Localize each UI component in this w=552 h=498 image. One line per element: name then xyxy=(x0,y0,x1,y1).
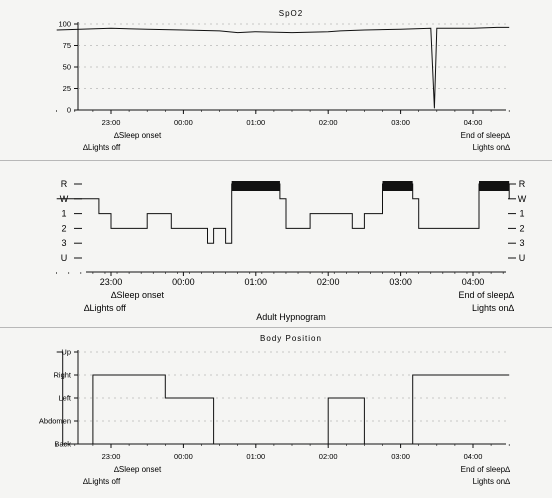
body-end-of-sleep-label: End of sleep xyxy=(461,465,506,474)
end-of-sleep-marker: ∆ xyxy=(505,131,510,140)
hypnogram-x-tick-label: 02:00 xyxy=(317,277,340,287)
hypnogram-right-stage-label: 2 xyxy=(519,223,524,233)
body-x-tick-label: 01:00 xyxy=(246,452,265,461)
hypno-end-of-sleep-marker: ∆ xyxy=(508,290,514,300)
body-x-tick-label: 03:00 xyxy=(391,452,410,461)
body-x-tick-label: 23:00 xyxy=(102,452,121,461)
body-lights-off-label: Lights off xyxy=(88,477,121,486)
hypno-sleep-onset-label: Sleep onset xyxy=(117,290,165,300)
hypnogram-right-stage-label: U xyxy=(519,253,526,263)
hypnogram-chart: R RW W1 12 23 3U U 23:00 00:00 01:00 02:00 03:00 04… xyxy=(56,179,527,322)
lights-on-marker: ∆ xyxy=(505,143,510,152)
lights-on-label: Lights on xyxy=(473,143,505,152)
sleep-onset-label: Sleep onset xyxy=(119,131,162,140)
body-x-tick-label: 04:00 xyxy=(464,452,483,461)
hypnogram-x-tick-label: 01:00 xyxy=(245,277,268,287)
hypnogram-left-stage-label: U xyxy=(61,253,68,263)
svg-text:End of sleep∆: End of sleep∆ xyxy=(461,131,510,140)
body-position-y-label: Abdomen xyxy=(39,417,71,426)
hypno-lights-on-label: Lights on xyxy=(472,303,509,313)
spo2-x-tick-label: 02:00 xyxy=(319,118,338,127)
body-position-panel: Body Position Up Right Left Abdomen Back 23:… xyxy=(0,328,552,498)
spo2-y-tick-label: 0 xyxy=(67,106,71,115)
svg-text:∆Lights off: ∆Lights off xyxy=(83,143,121,152)
hypno-sleep-onset-marker: ∆ xyxy=(111,290,117,300)
body-position-y-label: Left xyxy=(58,394,71,403)
hypno-lights-off-label: Lights off xyxy=(90,303,127,313)
svg-text:∆Sleep onset: ∆Sleep onset xyxy=(111,290,165,300)
body-x-tick-label: 02:00 xyxy=(319,452,338,461)
body-lights-off-marker: ∆ xyxy=(83,477,88,486)
sleep-onset-marker: ∆ xyxy=(114,131,119,140)
body-end-of-sleep-marker: ∆ xyxy=(505,465,510,474)
hypnogram-left-stage-label: 2 xyxy=(61,223,66,233)
hypnogram-x-tick-label: 00:00 xyxy=(172,277,195,287)
svg-text:∆Sleep onset: ∆Sleep onset xyxy=(114,465,162,474)
rem-period-bar xyxy=(479,181,510,191)
body-lights-on-marker: ∆ xyxy=(505,477,510,486)
hypnogram-right-stage-label: W xyxy=(518,194,527,204)
hypnogram-title: Adult Hypnogram xyxy=(256,312,326,322)
spo2-y-tick-label: 25 xyxy=(63,84,71,93)
svg-text:End of sleep∆: End of sleep∆ xyxy=(461,465,510,474)
svg-text:Lights on∆: Lights on∆ xyxy=(473,477,510,486)
spo2-x-tick-label: 00:00 xyxy=(174,118,193,127)
hypnogram-right-stage-label: R xyxy=(519,179,526,189)
lights-off-label: Lights off xyxy=(88,143,121,152)
hypnogram-left-stage-label: 1 xyxy=(61,209,66,219)
rem-period-bar xyxy=(231,181,280,191)
hypnogram-x-tick-label: 03:00 xyxy=(389,277,412,287)
body-sleep-onset-label: Sleep onset xyxy=(119,465,162,474)
spo2-y-tick-label: 75 xyxy=(63,41,71,50)
svg-text:∆Lights off: ∆Lights off xyxy=(84,303,126,313)
body-position-series-line xyxy=(56,351,510,445)
body-x-tick-label: 00:00 xyxy=(174,452,193,461)
hypnogram-x-tick-label: 04:00 xyxy=(462,277,485,287)
spo2-panel: SpO2 0 25 50 75 100 23:00 00:00 01:00 02:00 03:0… xyxy=(0,0,552,161)
svg-text:End of sleep∆: End of sleep∆ xyxy=(458,290,514,300)
body-sleep-onset-marker: ∆ xyxy=(114,465,119,474)
hypno-end-of-sleep-label: End of sleep xyxy=(458,290,508,300)
body-position-y-label: Up xyxy=(61,348,71,357)
hypnogram-series-line xyxy=(56,183,510,244)
rem-period-bar xyxy=(382,181,413,191)
svg-text:∆Sleep onset: ∆Sleep onset xyxy=(114,131,162,140)
spo2-y-tick-label: 50 xyxy=(63,63,71,72)
spo2-series-line xyxy=(56,26,510,109)
spo2-chart: SpO2 0 25 50 75 100 23:00 00:00 01:00 02:00 03:0… xyxy=(56,9,510,152)
spo2-title: SpO2 xyxy=(279,9,303,18)
hypnogram-right-stage-label: 3 xyxy=(519,238,524,248)
spo2-y-tick-label: 100 xyxy=(58,20,71,29)
spo2-x-tick-label: 01:00 xyxy=(246,118,265,127)
hypnogram-x-tick-label: 23:00 xyxy=(100,277,123,287)
svg-text:Lights on∆: Lights on∆ xyxy=(472,303,515,313)
body-position-title: Body Position xyxy=(260,334,322,343)
spo2-x-tick-label: 03:00 xyxy=(391,118,410,127)
hypno-lights-on-marker: ∆ xyxy=(508,303,514,313)
end-of-sleep-label: End of sleep xyxy=(461,131,506,140)
svg-text:Lights on∆: Lights on∆ xyxy=(473,143,510,152)
hypnogram-left-stage-label: R xyxy=(61,179,68,189)
body-lights-on-label: Lights on xyxy=(473,477,505,486)
hypnogram-left-stage-label: 3 xyxy=(61,238,66,248)
spo2-x-tick-label: 23:00 xyxy=(102,118,121,127)
spo2-x-tick-label: 04:00 xyxy=(464,118,483,127)
svg-text:∆Lights off: ∆Lights off xyxy=(83,477,121,486)
hypnogram-right-stage-label: 1 xyxy=(519,209,524,219)
lights-off-marker: ∆ xyxy=(83,143,88,152)
hypno-lights-off-marker: ∆ xyxy=(84,303,90,313)
